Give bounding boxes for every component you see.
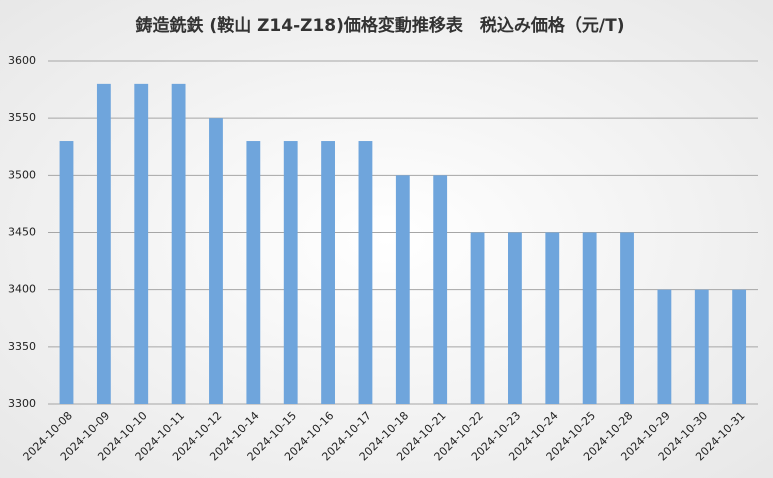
bar (433, 175, 448, 404)
bar (470, 232, 485, 404)
y-tick-label: 3450 (8, 226, 36, 239)
bar (508, 232, 522, 404)
y-tick-label: 3300 (8, 397, 36, 410)
bar (545, 232, 560, 404)
bar (59, 141, 74, 405)
bar (395, 175, 410, 404)
y-tick-label: 3500 (8, 168, 36, 181)
bar (96, 83, 111, 404)
bar (246, 141, 261, 405)
bar (171, 83, 186, 404)
bar (620, 232, 634, 404)
y-tick-label: 3600 (8, 54, 36, 67)
y-tick-label: 3350 (8, 340, 36, 353)
bar (321, 141, 335, 405)
y-tick-label: 3550 (8, 111, 36, 124)
y-tick-label: 3400 (8, 283, 36, 296)
bar (657, 289, 672, 404)
bar (134, 83, 149, 404)
bar (694, 289, 709, 404)
bar (358, 141, 373, 405)
bar (209, 118, 223, 405)
bar (582, 232, 597, 404)
chart-title: 鋳造銑鉄 (鞍山 Z14-Z18)価格変動推移表 税込み価格（元/T) (136, 15, 625, 36)
bar (283, 141, 298, 405)
bar (732, 289, 747, 404)
